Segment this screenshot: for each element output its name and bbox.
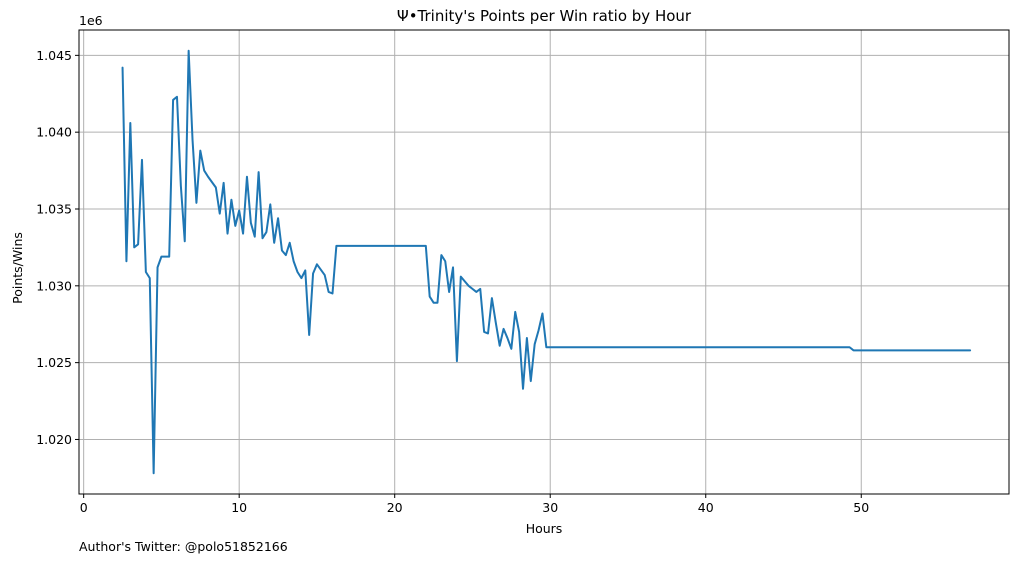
chart-title: Ψ•Trinity's Points per Win ratio by Hour [397, 7, 692, 25]
x-tick-label: 50 [853, 500, 869, 515]
x-axis-label: Hours [526, 521, 563, 536]
y-tick-label: 1.030 [36, 278, 72, 293]
y-tick-label: 1.040 [36, 125, 72, 140]
x-axis-ticks: 0 10 20 30 40 50 [80, 494, 869, 515]
x-tick-label: 40 [698, 500, 714, 515]
y-tick-label: 1.035 [36, 201, 72, 216]
x-tick-label: 30 [542, 500, 558, 515]
y-axis-offset-label: 1e6 [79, 13, 103, 28]
y-tick-label: 1.045 [36, 48, 72, 63]
x-tick-label: 0 [80, 500, 88, 515]
y-axis-ticks: 1.020 1.025 1.030 1.035 1.040 1.045 [36, 48, 79, 447]
x-tick-label: 20 [387, 500, 403, 515]
grid-lines [79, 30, 1009, 494]
x-tick-label: 10 [231, 500, 247, 515]
y-tick-label: 1.020 [36, 432, 72, 447]
series-line-0 [121, 49, 972, 475]
y-axis-label: Points/Wins [10, 232, 25, 304]
series-layer [121, 49, 972, 475]
plot-area-frame [78, 29, 1010, 495]
y-tick-label: 1.025 [36, 355, 72, 370]
author-twitter-note: Author's Twitter: @polo51852166 [79, 539, 288, 554]
